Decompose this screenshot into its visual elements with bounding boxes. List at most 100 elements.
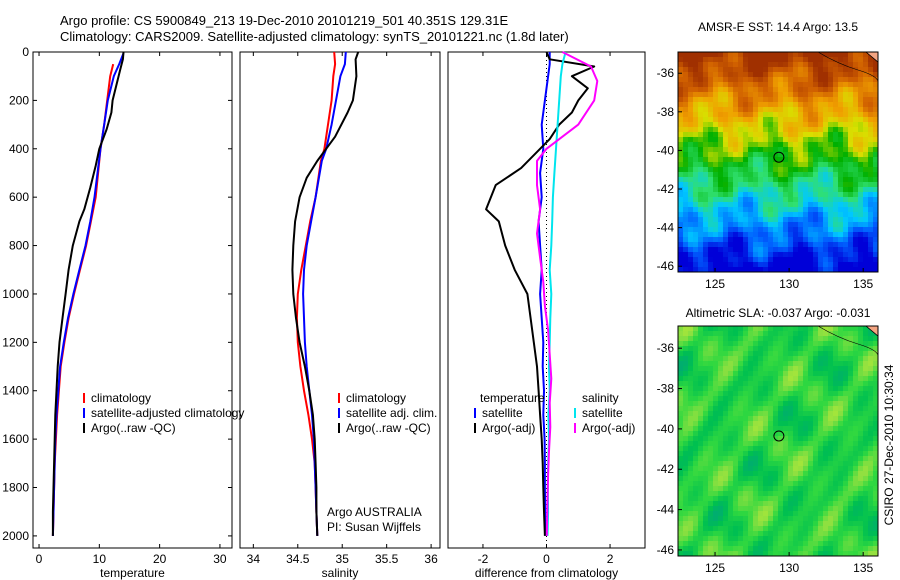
map-cell [753, 376, 759, 382]
map-cell [848, 521, 854, 527]
map-cell [843, 531, 849, 537]
map-cell [758, 481, 764, 487]
map-cell [828, 107, 834, 113]
map-cell [788, 346, 794, 352]
map-cell [778, 197, 784, 203]
map-cell [788, 486, 794, 492]
map-cell [808, 242, 814, 248]
map-cell [823, 187, 829, 193]
y-tick-label: -46 [657, 259, 675, 273]
map-cell [723, 192, 729, 198]
map-cell [688, 366, 694, 372]
map-cell [763, 267, 769, 273]
map-cell [873, 162, 879, 168]
map-cell [833, 52, 839, 58]
map-cell [683, 456, 689, 462]
map-cell [713, 356, 719, 362]
map-cell [793, 476, 799, 482]
map-cell [728, 182, 734, 188]
map-cell [708, 207, 714, 213]
map-cell [778, 526, 784, 532]
map-cell [723, 182, 729, 188]
map-cell [808, 177, 814, 183]
map-cell [833, 346, 839, 352]
map-cell [823, 222, 829, 228]
map-cell [753, 212, 759, 218]
map-cell [733, 202, 739, 208]
map-cell [778, 127, 784, 133]
map-cell [758, 252, 764, 258]
map-cell [818, 391, 824, 397]
map-cell [698, 212, 704, 218]
map-cell [763, 326, 769, 332]
map-cell [708, 496, 714, 502]
map-cell [848, 481, 854, 487]
map-cell [873, 411, 879, 417]
y-tick-label: -46 [657, 543, 675, 557]
map-cell [798, 371, 804, 377]
map-cell [733, 331, 739, 337]
map-cell [698, 82, 704, 88]
map-cell [758, 551, 764, 557]
map-cell [843, 92, 849, 98]
map-cell [708, 366, 714, 372]
map-cell [863, 197, 869, 203]
map-cell [873, 416, 879, 422]
coastline [817, 51, 879, 83]
map-cell [728, 446, 734, 452]
map-cell [773, 466, 779, 472]
map-cell [718, 67, 724, 73]
map-cell [688, 501, 694, 507]
map-cell [783, 526, 789, 532]
map-cell [738, 446, 744, 452]
map-cell [853, 202, 859, 208]
map-cell [823, 551, 829, 557]
map-cell [698, 122, 704, 128]
map-cell [808, 366, 814, 372]
map-cell [873, 466, 879, 472]
map-cell [678, 391, 684, 397]
map-cell [728, 346, 734, 352]
map-cell [683, 87, 689, 93]
map-cell [793, 107, 799, 113]
map-cell [693, 346, 699, 352]
map-cell [843, 127, 849, 133]
map-cell [783, 137, 789, 143]
map-cell [788, 436, 794, 442]
map-cell [838, 466, 844, 472]
map-cell [873, 182, 879, 188]
map-cell [748, 396, 754, 402]
map-cell [733, 401, 739, 407]
map-cell [718, 521, 724, 527]
map-cell [848, 77, 854, 83]
map-cell [848, 212, 854, 218]
map-cell [823, 456, 829, 462]
map-cell [743, 222, 749, 228]
x-tick-label: 125 [705, 277, 725, 291]
map-cell [783, 486, 789, 492]
map-cell [788, 426, 794, 432]
map-cell [813, 62, 819, 68]
map-cell [823, 441, 829, 447]
map-cell [818, 526, 824, 532]
map-cell [693, 521, 699, 527]
map-cell [733, 222, 739, 228]
map-cell [698, 247, 704, 253]
map-cell [723, 461, 729, 467]
map-cell [838, 62, 844, 68]
map-cell [833, 102, 839, 108]
map-cell [678, 511, 684, 517]
map-cell [703, 192, 709, 198]
x-tick-label: 130 [779, 561, 799, 575]
map-cell [833, 192, 839, 198]
map-cell [683, 127, 689, 133]
map-cell [763, 232, 769, 238]
map-cell [733, 421, 739, 427]
map-cell [683, 511, 689, 517]
map-cell [738, 197, 744, 203]
map-cell [768, 62, 774, 68]
y-tick-label: -38 [657, 382, 675, 396]
map-cell [723, 152, 729, 158]
map-cell [853, 67, 859, 73]
